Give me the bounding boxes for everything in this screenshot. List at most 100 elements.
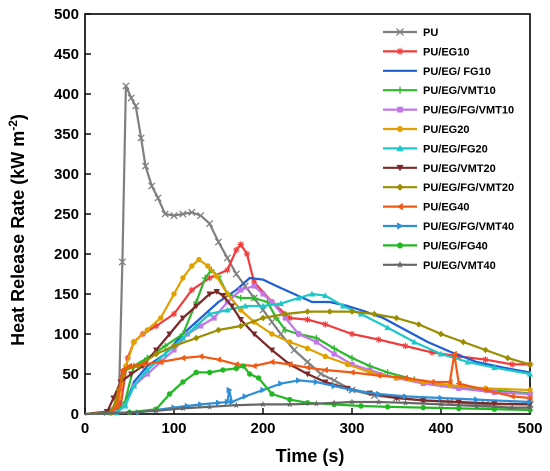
data-point [205, 219, 214, 228]
series-line [84, 379, 531, 416]
data-point [215, 326, 222, 334]
y-tick-label: 0 [71, 406, 79, 423]
data-point [180, 379, 186, 385]
data-point [482, 356, 489, 363]
data-point [286, 400, 293, 408]
data-point [437, 350, 445, 357]
data-point [437, 330, 445, 338]
data-point [240, 363, 247, 369]
data-point [331, 382, 338, 390]
data-point [491, 401, 498, 407]
data-point [396, 164, 404, 172]
data-point [509, 393, 515, 400]
data-point [396, 86, 404, 94]
data-point [179, 315, 187, 322]
data-point [219, 293, 227, 299]
data-point [482, 386, 489, 394]
data-point [250, 331, 258, 338]
data-point [144, 327, 151, 333]
data-point [214, 273, 220, 280]
data-point [130, 382, 138, 389]
data-point [482, 346, 489, 354]
data-point [243, 250, 251, 258]
data-point [313, 378, 320, 386]
data-point [201, 274, 209, 282]
y-tick-label: 300 [54, 166, 79, 183]
data-point [415, 321, 422, 328]
data-point [197, 353, 204, 360]
data-point [121, 402, 129, 409]
data-point [456, 385, 462, 391]
data-point [131, 339, 137, 345]
data-point [198, 401, 204, 408]
data-point [268, 318, 276, 326]
data-point [154, 194, 162, 202]
data-point [206, 291, 213, 298]
data-point [474, 396, 480, 403]
data-point [132, 102, 140, 110]
data-point [171, 291, 177, 297]
data-point [331, 351, 337, 357]
data-point [127, 94, 135, 102]
data-point [198, 323, 204, 329]
data-point [304, 345, 311, 352]
data-point [269, 391, 275, 397]
data-point [196, 256, 202, 263]
data-point [161, 210, 169, 218]
data-point [232, 270, 240, 278]
data-point [396, 203, 403, 211]
data-point [473, 402, 480, 409]
data-point [179, 334, 187, 341]
y-tick-label: 150 [54, 286, 79, 303]
data-point [189, 263, 195, 269]
data-point [237, 317, 244, 323]
data-point [344, 361, 351, 368]
data-point [322, 321, 329, 328]
data-point [269, 331, 275, 337]
data-point [396, 242, 404, 249]
data-point [357, 310, 365, 317]
data-point [242, 302, 249, 309]
data-point [193, 334, 200, 342]
data-point [295, 294, 302, 301]
data-point [375, 336, 382, 343]
legend-entry: PU/EG/FG/VMT10 [383, 105, 514, 117]
data-point [358, 403, 364, 409]
legend-label: PU/EG/FG20 [423, 143, 488, 155]
data-point [304, 308, 311, 315]
data-point [144, 371, 150, 377]
data-point [157, 315, 164, 321]
axis-ticks: 0 100 200 300 400 500 0 50 100 150 200 250 300 350 400… [54, 6, 543, 437]
x-tick-label: 0 [81, 420, 89, 437]
data-point [113, 402, 120, 410]
data-point [179, 404, 187, 412]
data-point [526, 404, 534, 411]
data-point [161, 350, 169, 357]
data-point [226, 386, 233, 394]
data-point [166, 331, 173, 338]
data-point [348, 398, 356, 405]
data-point [224, 266, 231, 274]
data-point [303, 358, 312, 366]
data-point [170, 310, 178, 318]
data-point [313, 339, 319, 345]
data-point [224, 291, 231, 297]
data-point [242, 393, 249, 400]
data-point [396, 125, 404, 133]
y-tick-label: 100 [54, 326, 79, 343]
data-point [260, 291, 266, 297]
data-point [397, 106, 403, 113]
data-point [233, 365, 240, 372]
data-point [437, 400, 445, 408]
data-point [393, 314, 400, 322]
data-point [322, 366, 328, 374]
legend-label: PU/EG/VMT10 [423, 85, 496, 97]
data-point [224, 306, 231, 313]
data-point [451, 350, 457, 358]
data-point [206, 403, 213, 410]
y-axis-label: Heat Release Rate (kW m-2) [6, 114, 28, 346]
data-point [527, 391, 533, 397]
data-point [464, 358, 471, 365]
data-point [251, 283, 257, 289]
